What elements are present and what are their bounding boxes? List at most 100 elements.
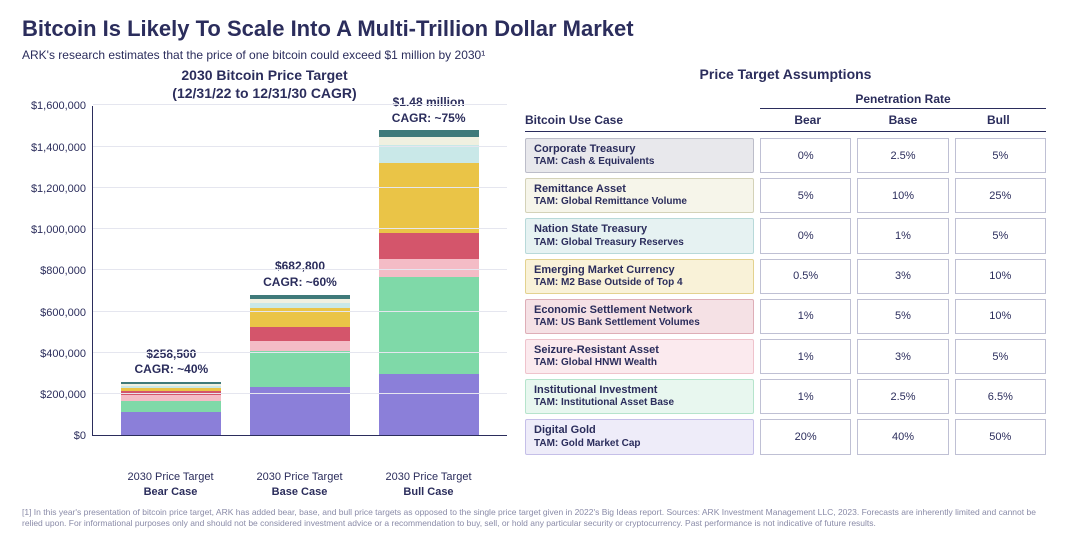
x-axis-label: 2030 Price TargetBear Case (121, 470, 221, 499)
usecase-cell: Digital GoldTAM: Gold Market Cap (525, 419, 754, 454)
usecase-name: Corporate Treasury (534, 143, 745, 156)
value-bull: 5% (955, 339, 1046, 374)
table-row: Digital GoldTAM: Gold Market Cap20%40%50… (525, 419, 1046, 454)
value-base: 40% (857, 419, 948, 454)
usecase-name: Remittance Asset (534, 183, 745, 196)
bar-segment-digital-gold (379, 374, 479, 436)
bar-value-label: $682,800CAGR: ~60% (263, 259, 337, 290)
bar-segment-institutional (250, 351, 350, 387)
x-axis-label: 2030 Price TargetBase Case (250, 470, 350, 499)
grid-line (93, 352, 507, 353)
table-row: Nation State TreasuryTAM: Global Treasur… (525, 218, 1046, 253)
y-tick-label: $1,600,000 (31, 100, 86, 112)
bar-stack (379, 130, 479, 435)
usecase-tam: TAM: Cash & Equivalents (534, 156, 745, 168)
usecase-name: Nation State Treasury (534, 223, 745, 236)
bar-column: $682,800CAGR: ~60% (250, 106, 350, 435)
value-bull: 5% (955, 138, 1046, 173)
table-header: Bitcoin Use Case Bear Base Bull (525, 113, 1046, 132)
bar-segment-economic-settlement (379, 233, 479, 259)
penetration-rate-header: Penetration Rate (760, 92, 1046, 109)
footnote: [1] In this year's presentation of bitco… (22, 507, 1046, 528)
value-bull: 50% (955, 419, 1046, 454)
usecase-tam: TAM: Global Remittance Volume (534, 196, 745, 208)
value-bear: 20% (760, 419, 851, 454)
assumptions-panel: Price Target Assumptions Penetration Rat… (525, 66, 1046, 499)
value-bull: 6.5% (955, 379, 1046, 414)
grid-line (93, 311, 507, 312)
bar-segment-digital-gold (121, 412, 221, 436)
usecase-name: Institutional Investment (534, 384, 745, 397)
usecase-cell: Emerging Market CurrencyTAM: M2 Base Out… (525, 259, 754, 294)
grid-line (93, 269, 507, 270)
bar-segment-economic-settlement (250, 327, 350, 340)
value-bear: 5% (760, 178, 851, 213)
table-row: Economic Settlement NetworkTAM: US Bank … (525, 299, 1046, 334)
header-base: Base (855, 113, 950, 127)
table-row: Seizure-Resistant AssetTAM: Global HNWI … (525, 339, 1046, 374)
usecase-name: Seizure-Resistant Asset (534, 344, 745, 357)
y-tick-label: $0 (74, 430, 86, 442)
grid-line (93, 228, 507, 229)
value-bull: 5% (955, 218, 1046, 253)
usecase-tam: TAM: M2 Base Outside of Top 4 (534, 277, 745, 289)
x-axis-labels: 2030 Price TargetBear Case 2030 Price Tar… (22, 466, 507, 499)
assumptions-title: Price Target Assumptions (525, 66, 1046, 82)
bar-segment-remittance (379, 137, 479, 144)
bar-value-label: $1.48 millionCAGR: ~75% (392, 95, 466, 126)
header-bear: Bear (760, 113, 855, 127)
usecase-cell: Institutional InvestmentTAM: Institution… (525, 379, 754, 414)
grid-line (93, 104, 507, 105)
table-row: Institutional InvestmentTAM: Institution… (525, 379, 1046, 414)
usecase-tam: TAM: Gold Market Cap (534, 438, 745, 450)
usecase-cell: Remittance AssetTAM: Global Remittance V… (525, 178, 754, 213)
bar-segment-seizure-resistant (379, 259, 479, 277)
bar-segment-emerging-market (379, 163, 479, 233)
usecase-name: Economic Settlement Network (534, 304, 745, 317)
bar-segment-digital-gold (250, 387, 350, 435)
bar-segment-nation-state (379, 145, 479, 164)
y-tick-label: $1,400,000 (31, 142, 86, 154)
header-usecase: Bitcoin Use Case (525, 113, 760, 127)
bar-segment-institutional (379, 277, 479, 374)
usecase-cell: Economic Settlement NetworkTAM: US Bank … (525, 299, 754, 334)
y-tick-label: $600,000 (40, 307, 86, 319)
table-body: Corporate TreasuryTAM: Cash & Equivalent… (525, 138, 1046, 455)
value-bear: 0% (760, 138, 851, 173)
value-base: 3% (857, 339, 948, 374)
value-bear: 1% (760, 339, 851, 374)
page-title: Bitcoin Is Likely To Scale Into A Multi-… (22, 16, 1046, 42)
grid-line (93, 146, 507, 147)
value-bear: 1% (760, 299, 851, 334)
value-base: 2.5% (857, 138, 948, 173)
x-axis-label: 2030 Price TargetBull Case (379, 470, 479, 499)
bar-segment-institutional (121, 401, 221, 411)
bar-column: $1.48 millionCAGR: ~75% (379, 106, 479, 435)
bar-stack (121, 382, 221, 435)
y-tick-label: $200,000 (40, 389, 86, 401)
value-bull: 10% (955, 259, 1046, 294)
table-row: Emerging Market CurrencyTAM: M2 Base Out… (525, 259, 1046, 294)
usecase-cell: Seizure-Resistant AssetTAM: Global HNWI … (525, 339, 754, 374)
y-tick-label: $400,000 (40, 348, 86, 360)
grid-line (93, 393, 507, 394)
value-bear: 1% (760, 379, 851, 414)
header-bull: Bull (951, 113, 1046, 127)
usecase-tam: TAM: US Bank Settlement Volumes (534, 317, 745, 329)
usecase-tam: TAM: Global Treasury Reserves (534, 237, 745, 249)
table-row: Remittance AssetTAM: Global Remittance V… (525, 178, 1046, 213)
bar-segment-seizure-resistant (250, 341, 350, 351)
page-subtitle: ARK's research estimates that the price … (22, 48, 1046, 62)
value-base: 10% (857, 178, 948, 213)
y-tick-label: $1,000,000 (31, 224, 86, 236)
value-bear: 0.5% (760, 259, 851, 294)
bar-stack (250, 295, 350, 436)
table-row: Corporate TreasuryTAM: Cash & Equivalent… (525, 138, 1046, 173)
chart-plot: $258,500CAGR: ~40%$682,800CAGR: ~60%$1.4… (92, 106, 507, 436)
bar-segment-corporate (379, 130, 479, 137)
y-tick-label: $800,000 (40, 265, 86, 277)
usecase-cell: Corporate TreasuryTAM: Cash & Equivalent… (525, 138, 754, 173)
usecase-tam: TAM: Global HNWI Wealth (534, 357, 745, 369)
value-bull: 10% (955, 299, 1046, 334)
grid-line (93, 187, 507, 188)
